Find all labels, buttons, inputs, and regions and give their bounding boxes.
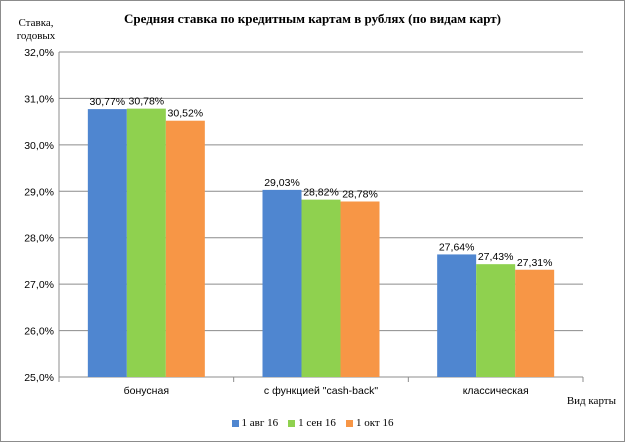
bar-0-0: [87, 109, 127, 377]
data-label-2-0: 30,52%: [168, 108, 204, 120]
legend-swatch-1: [288, 419, 296, 427]
bar-1-1: [301, 199, 341, 377]
legend-swatch-2: [345, 419, 353, 427]
bar-2-1: [340, 201, 380, 377]
data-label-0-2: 27,64%: [439, 241, 475, 253]
bar-2-0: [165, 120, 205, 377]
y-tick-label-2: 27,0%: [24, 279, 54, 291]
bar-1-2: [476, 264, 516, 377]
y-tick-label-5: 30,0%: [24, 140, 54, 152]
chart-title: Средняя ставка по кредитным картам в руб…: [124, 11, 501, 26]
x-tick-label-0: бонусная: [124, 385, 169, 397]
y-tick-label-3: 28,0%: [24, 233, 54, 245]
data-label-1-0: 30,78%: [129, 96, 165, 108]
bar-2-2: [515, 269, 555, 377]
x-tick-label-2: классическая: [463, 385, 529, 397]
y-tick-label-1: 26,0%: [24, 326, 54, 338]
data-label-1-1: 28,82%: [303, 187, 339, 199]
bar-1-0: [126, 108, 166, 378]
data-label-2-1: 28,78%: [342, 189, 378, 201]
legend-item-0: 1 авг 16: [231, 417, 279, 429]
legend-item-1: 1 сен 16: [288, 417, 336, 429]
x-axis-label: Вид карты: [566, 395, 616, 407]
data-label-0-0: 30,77%: [90, 96, 126, 108]
y-axis-label: Ставка, годовых: [16, 17, 56, 42]
data-label-2-2: 27,31%: [517, 257, 553, 269]
legend-swatch-0: [231, 419, 239, 427]
x-tick-label-1: с функцией "cash-back": [264, 385, 378, 397]
legend-label-0: 1 авг 16: [241, 417, 279, 429]
bar-0-2: [437, 254, 477, 377]
legend: 1 авг 16 1 сен 16 1 окт 16: [1, 417, 624, 429]
y-tick-label-6: 31,0%: [24, 93, 54, 105]
data-label-0-1: 29,03%: [264, 177, 300, 189]
legend-item-2: 1 окт 16: [345, 417, 394, 429]
bar-0-1: [262, 189, 302, 377]
y-tick-label-7: 32,0%: [24, 47, 54, 59]
legend-label-2: 1 окт 16: [355, 417, 394, 429]
data-label-1-2: 27,43%: [478, 251, 514, 263]
y-tick-label-0: 25,0%: [24, 372, 54, 384]
legend-label-1: 1 сен 16: [298, 417, 336, 429]
y-tick-label-4: 29,0%: [24, 186, 54, 198]
